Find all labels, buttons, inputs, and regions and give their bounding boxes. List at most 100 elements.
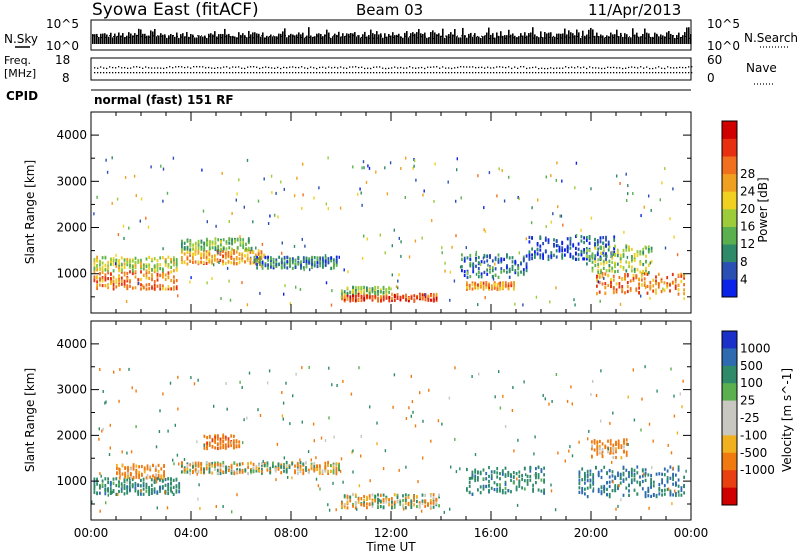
velocity-echo-cell — [327, 469, 329, 473]
power-echo-cell — [380, 299, 382, 303]
velocity-echo-cell — [523, 487, 526, 491]
nave-point — [508, 66, 510, 68]
velocity-echo-cell — [351, 450, 353, 454]
nave-point — [607, 66, 609, 68]
power-echo-cell — [596, 241, 599, 245]
freq-point — [433, 72, 435, 74]
nave-point — [157, 67, 159, 69]
velocity-echo-cell — [153, 487, 156, 491]
power-echo-cell — [131, 259, 134, 263]
power-echo-cell — [494, 273, 497, 277]
nsky-bar — [426, 37, 428, 44]
freq-point — [268, 72, 270, 74]
power-echo-cell — [625, 269, 628, 273]
velocity-echo-cell — [282, 401, 285, 405]
nsky-bar — [490, 34, 492, 44]
freq-point — [619, 72, 621, 74]
power-echo-cell — [631, 255, 633, 259]
velocity-echo-cell — [196, 472, 198, 476]
power-echo-cell — [110, 280, 112, 284]
power-echo-cell — [588, 241, 591, 245]
velocity-echo-cell — [526, 478, 529, 483]
power-echo-cell — [474, 284, 477, 288]
power-echo-cell — [459, 265, 462, 269]
nave-point — [289, 66, 291, 68]
power-echo-cell — [480, 263, 482, 266]
power-echo-cell — [352, 285, 354, 289]
velocity-echo-cell — [588, 429, 590, 433]
power-echo-cell — [657, 272, 660, 276]
velocity-echo-cell — [513, 449, 515, 453]
power-echo-cell — [455, 234, 457, 238]
nsearch-point — [125, 37, 126, 39]
nave-point — [313, 67, 315, 69]
velocity-echo-cell — [307, 468, 310, 472]
nsky-bar — [648, 33, 650, 44]
nave-point — [487, 66, 489, 68]
velocity-echo-cell — [99, 491, 101, 495]
freq-point — [97, 72, 99, 74]
nave-point — [346, 67, 348, 70]
nsearch-point — [681, 37, 682, 39]
power-echo-cell — [591, 254, 594, 258]
velocity-echo-cell — [507, 470, 510, 475]
velocity-echo-cell — [190, 376, 192, 380]
nave-point — [430, 66, 432, 68]
power-echo-cell — [393, 228, 395, 232]
velocity-echo-cell — [146, 474, 149, 478]
nsearch-point — [617, 36, 618, 38]
power-echo-cell — [597, 247, 600, 251]
nsearch-point — [577, 35, 578, 37]
velocity-echo-cell — [398, 468, 400, 472]
velocity-echo-cell — [641, 474, 644, 478]
power-echo-cell — [555, 286, 557, 290]
power-echo-cell — [648, 194, 650, 198]
velocity-echo-cell — [238, 468, 241, 472]
nsearch-point — [477, 35, 478, 37]
power-echo-cell — [239, 243, 242, 247]
nsearch-point — [649, 36, 650, 38]
power-echo-cell — [270, 257, 272, 261]
power-echo-cell — [281, 241, 283, 245]
velocity-echo-cell — [510, 490, 512, 494]
velocity-echo-cell — [586, 475, 589, 479]
power-echo-cell — [511, 256, 514, 260]
nsky-bar — [494, 37, 496, 44]
velocity-echo-cell — [533, 452, 535, 456]
power-echo-cell — [650, 246, 653, 250]
velocity-echo-cell — [115, 477, 118, 481]
velocity-echo-cell — [124, 466, 127, 470]
nsky-bar — [674, 37, 676, 44]
power-echo-cell — [550, 174, 552, 178]
velocity-echo-cell — [627, 443, 629, 446]
velocity-echo-cell — [310, 462, 313, 466]
power-echo-cell — [507, 284, 510, 288]
nave-point — [547, 67, 549, 70]
power-echo-cell — [669, 283, 671, 287]
nave-point — [556, 67, 558, 69]
nsky-bar — [144, 33, 146, 44]
power-echo-cell — [415, 178, 417, 182]
power-echo-cell — [322, 264, 324, 268]
power-echo-cell — [650, 208, 652, 212]
velocity-echo-cell — [222, 440, 225, 444]
power-echo-cell — [619, 182, 621, 185]
colorbar-segment — [722, 331, 737, 349]
power-echo-cell — [116, 197, 119, 201]
colorbar-segment — [722, 121, 737, 139]
nsearch-point — [561, 37, 562, 39]
power-echo-cell — [536, 242, 539, 246]
velocity-echo-cell — [299, 467, 302, 471]
velocity-echo-cell — [197, 464, 200, 468]
velocity-echo-cell — [231, 441, 233, 445]
freq-point — [463, 72, 465, 74]
velocity-echo-cell — [127, 466, 129, 470]
freq-point — [634, 72, 636, 74]
power-echo-cell — [238, 252, 241, 256]
power-echo-cell — [629, 279, 632, 283]
power-echo-cell — [574, 186, 576, 190]
velocity-echo-cell — [581, 478, 584, 482]
nave-point — [187, 66, 189, 68]
velocity-echo-cell — [597, 474, 600, 478]
